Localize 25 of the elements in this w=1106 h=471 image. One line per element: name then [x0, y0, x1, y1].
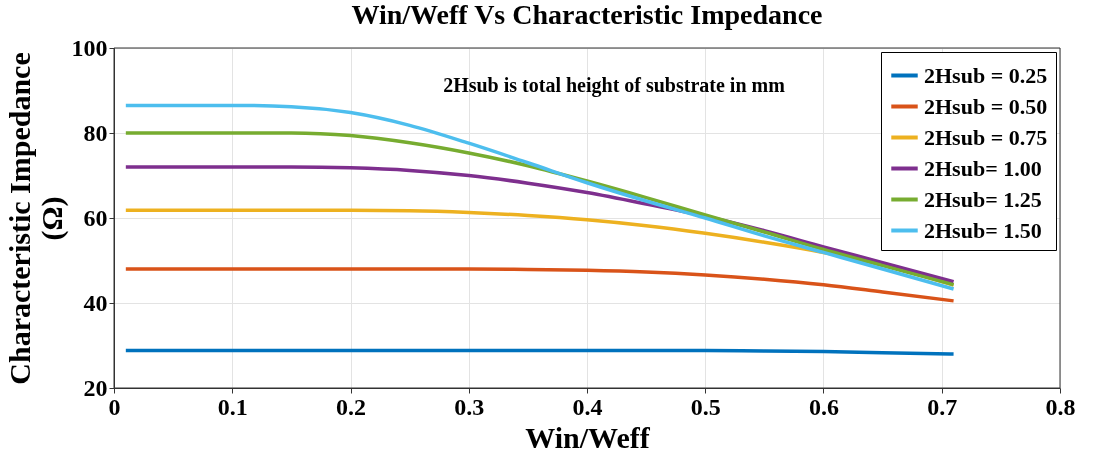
y-axis-title: Characteristic Impedance (Ω)	[2, 52, 69, 385]
line-series	[124, 267, 956, 303]
x-tick-label: 0.8	[1045, 393, 1076, 420]
x-axis-title: Win/Weff	[525, 420, 651, 454]
x-tick-label: 0	[108, 393, 121, 420]
x-tick-label: 0.3	[454, 393, 485, 420]
y-tick-label: 60	[83, 204, 108, 231]
x-tick-label: 0.5	[690, 393, 721, 420]
x-tick-label: 0.1	[217, 393, 248, 420]
legend-label: 2Hsub= 1.50	[924, 217, 1042, 243]
y-tick-label: 20	[83, 374, 108, 401]
x-tick-label: 0.6	[809, 393, 839, 420]
legend-label: 2Hsub = 0.50	[924, 93, 1048, 119]
legend-label: 2Hsub= 1.25	[924, 186, 1042, 212]
x-tick-label: 0.7	[927, 393, 958, 420]
y-tick-label: 100	[71, 34, 108, 61]
legend-label: 2Hsub = 0.75	[924, 124, 1048, 150]
legend-label: 2Hsub= 1.00	[924, 155, 1042, 181]
x-tick-label: 0.4	[572, 393, 603, 420]
chart-title: Win/Weff Vs Characteristic Impedance	[351, 0, 823, 30]
y-tick-label: 80	[83, 119, 108, 146]
legend-label: 2Hsub = 0.25	[924, 62, 1048, 88]
y-tick-label: 40	[83, 289, 108, 316]
annotation: 2Hsub is total height of substrate in mm	[443, 74, 786, 97]
x-tick-label: 0.2	[336, 393, 366, 420]
